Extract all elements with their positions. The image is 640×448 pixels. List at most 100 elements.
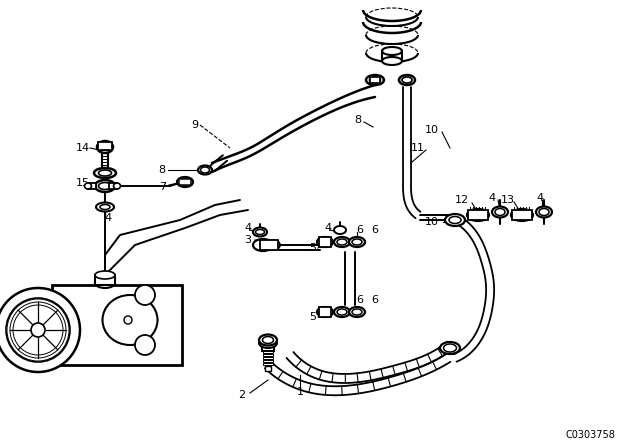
Ellipse shape [369, 77, 381, 83]
Text: 9: 9 [191, 120, 198, 130]
Bar [263, 363, 273, 365]
Bar [382, 51, 402, 61]
Text: 4: 4 [536, 193, 543, 203]
Bar [263, 348, 273, 350]
Text: 6: 6 [356, 225, 364, 235]
Ellipse shape [94, 168, 116, 178]
Text: 2: 2 [239, 390, 246, 400]
Text: 5: 5 [310, 243, 317, 253]
Bar [263, 357, 273, 359]
Bar [262, 343, 274, 351]
Ellipse shape [445, 214, 465, 226]
Ellipse shape [113, 183, 120, 189]
Ellipse shape [349, 307, 365, 317]
Ellipse shape [95, 180, 115, 192]
Ellipse shape [253, 239, 273, 251]
Bar [263, 360, 273, 362]
Text: 10: 10 [425, 217, 439, 227]
Ellipse shape [349, 237, 365, 247]
Ellipse shape [440, 342, 460, 354]
Bar [88, 183, 96, 189]
Text: 10: 10 [425, 125, 439, 135]
Ellipse shape [259, 335, 277, 345]
Ellipse shape [399, 75, 415, 85]
Ellipse shape [262, 336, 273, 344]
Bar [98, 142, 112, 150]
Text: 1: 1 [296, 387, 303, 397]
Bar [512, 210, 532, 220]
Bar [52, 285, 182, 365]
Ellipse shape [253, 228, 267, 237]
Ellipse shape [382, 57, 402, 65]
Text: 3: 3 [244, 235, 252, 245]
Ellipse shape [334, 237, 350, 247]
Circle shape [6, 298, 70, 362]
Ellipse shape [99, 170, 111, 176]
Circle shape [135, 285, 155, 305]
Bar [48, 298, 56, 358]
Ellipse shape [99, 182, 111, 190]
Ellipse shape [467, 209, 489, 221]
Ellipse shape [259, 338, 277, 348]
Ellipse shape [449, 216, 461, 224]
Ellipse shape [317, 237, 333, 247]
Ellipse shape [100, 204, 110, 210]
Ellipse shape [382, 47, 402, 55]
Bar [265, 366, 271, 371]
Text: 4: 4 [104, 213, 111, 223]
Ellipse shape [95, 278, 115, 288]
Text: 5: 5 [310, 312, 317, 322]
Text: 6: 6 [371, 225, 378, 235]
Ellipse shape [96, 202, 114, 211]
Text: 13: 13 [501, 195, 515, 205]
Bar [260, 240, 278, 250]
Ellipse shape [352, 309, 362, 315]
Text: 8: 8 [159, 165, 166, 175]
Ellipse shape [511, 209, 533, 221]
Ellipse shape [95, 271, 115, 279]
Ellipse shape [84, 183, 92, 189]
Bar [95, 275, 115, 285]
Bar [263, 351, 273, 353]
Ellipse shape [198, 165, 212, 175]
Text: 8: 8 [355, 115, 362, 125]
Ellipse shape [539, 208, 549, 215]
Text: C0303758: C0303758 [565, 430, 615, 440]
Circle shape [135, 335, 155, 355]
Circle shape [0, 288, 80, 372]
Circle shape [31, 323, 45, 337]
Ellipse shape [366, 75, 384, 85]
Bar [319, 307, 331, 317]
Bar [102, 147, 108, 169]
Ellipse shape [102, 295, 157, 345]
Bar [319, 237, 331, 247]
Text: 4: 4 [488, 193, 495, 203]
Bar [370, 77, 380, 83]
Ellipse shape [495, 208, 505, 215]
Text: 7: 7 [159, 182, 166, 192]
Ellipse shape [255, 229, 264, 234]
Bar [263, 354, 273, 356]
Text: 6: 6 [371, 295, 378, 305]
Ellipse shape [97, 141, 113, 153]
Ellipse shape [317, 307, 333, 317]
Ellipse shape [402, 77, 412, 83]
Text: 15: 15 [76, 178, 90, 188]
Ellipse shape [200, 167, 209, 173]
Bar [179, 179, 191, 185]
Bar [468, 210, 488, 220]
Ellipse shape [352, 239, 362, 245]
Ellipse shape [266, 240, 280, 250]
Ellipse shape [536, 207, 552, 217]
Circle shape [124, 316, 132, 324]
Text: 4: 4 [244, 223, 252, 233]
Ellipse shape [180, 179, 190, 185]
Ellipse shape [492, 207, 508, 217]
Text: 11: 11 [411, 143, 425, 153]
Text: 12: 12 [455, 195, 469, 205]
Text: 4: 4 [324, 223, 332, 233]
Bar [109, 183, 117, 189]
Text: 14: 14 [76, 143, 90, 153]
Ellipse shape [444, 344, 456, 352]
Ellipse shape [337, 309, 347, 315]
